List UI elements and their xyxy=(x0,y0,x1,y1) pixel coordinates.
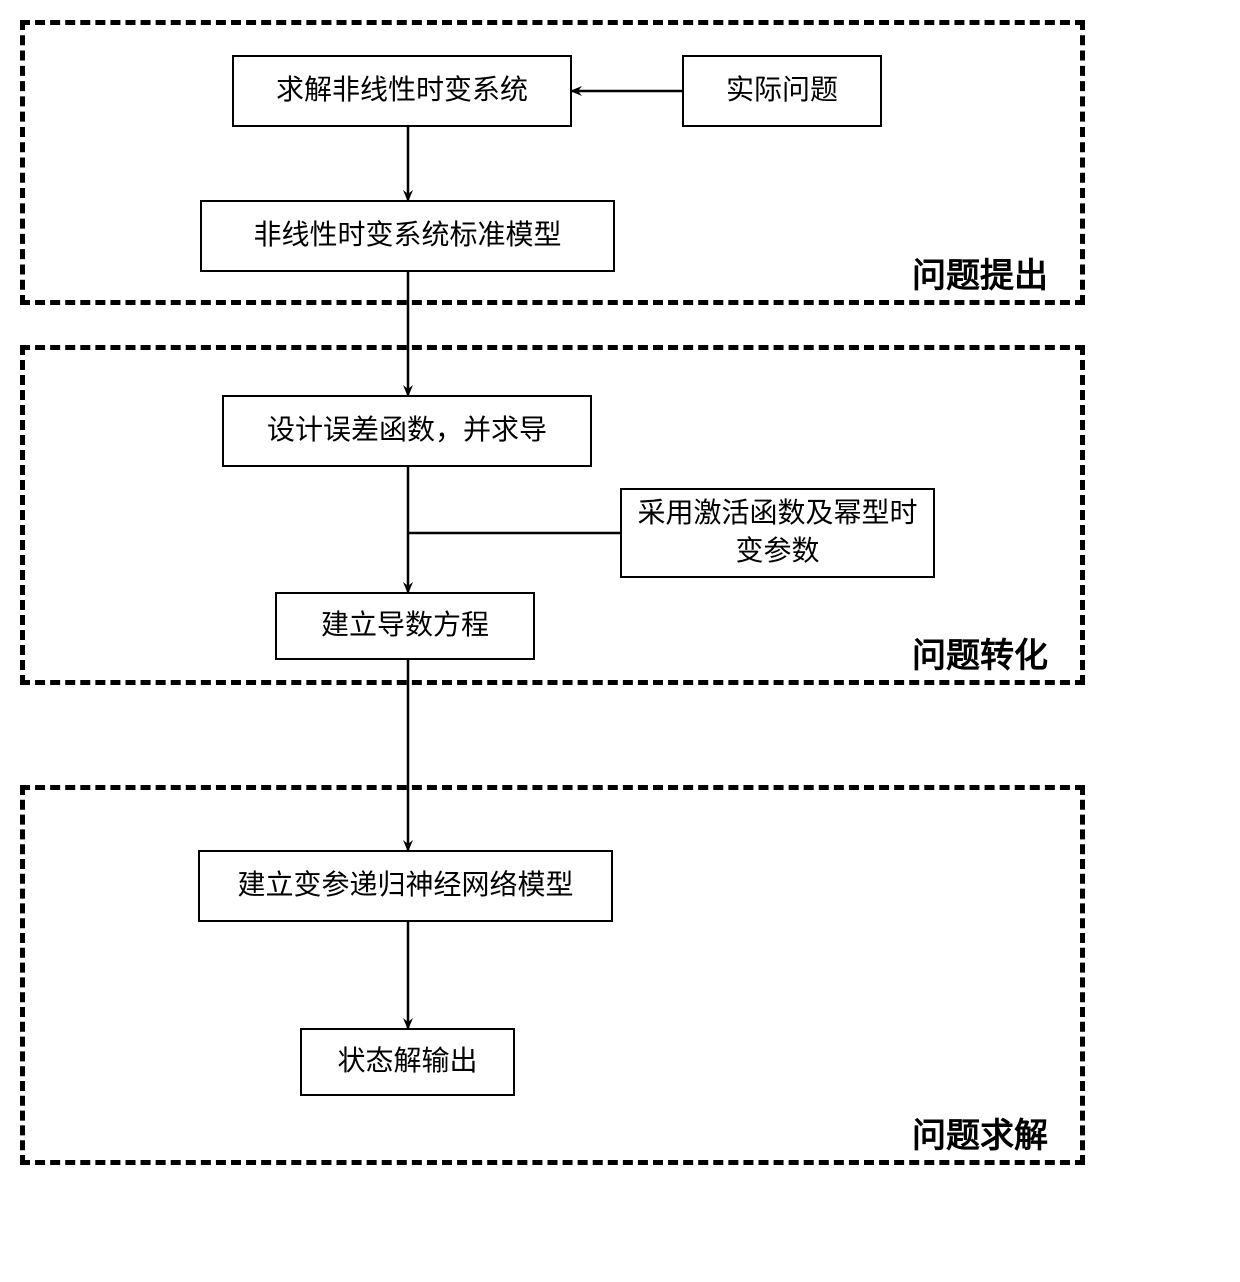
box-b3: 非线性时变系统标准模型 xyxy=(200,200,615,272)
box-b5: 采用激活函数及幂型时变参数 xyxy=(620,488,935,578)
section-label-s1: 问题提出 xyxy=(912,248,1048,297)
section-label-s2: 问题转化 xyxy=(912,628,1048,677)
box-b8: 状态解输出 xyxy=(300,1028,515,1096)
box-b7: 建立变参递归神经网络模型 xyxy=(198,850,613,922)
section-label-s3: 问题求解 xyxy=(912,1108,1048,1157)
box-b4: 设计误差函数，并求导 xyxy=(222,395,592,467)
diagram-canvas: 问题提出问题转化问题求解 求解非线性时变系统 实际问题非线性时变系统标准模型设计误差… xyxy=(0,0,1240,1282)
box-b1: 求解非线性时变系统 xyxy=(232,55,572,127)
box-b6: 建立导数方程 xyxy=(275,592,535,660)
box-b2: 实际问题 xyxy=(682,55,882,127)
